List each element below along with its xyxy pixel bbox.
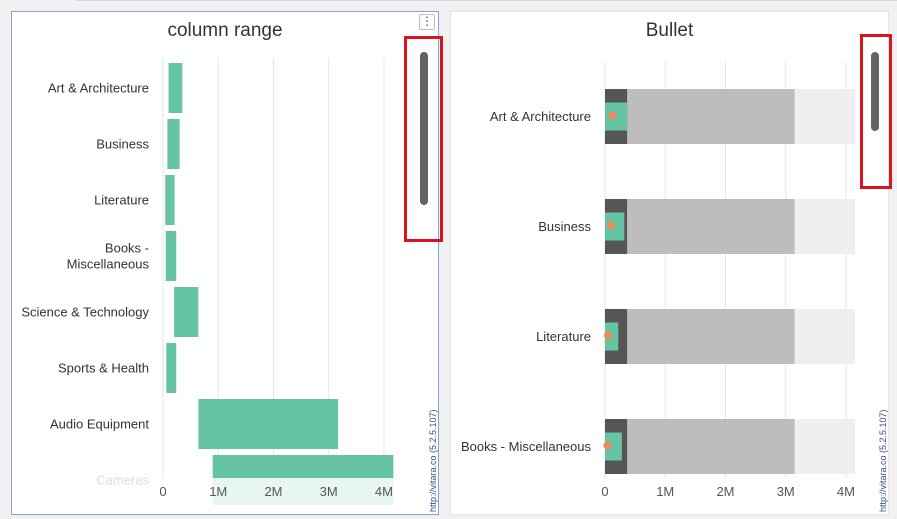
category-label: Books -Miscellaneous — [67, 241, 150, 272]
x-tick-label: 1M — [656, 484, 674, 499]
x-tick-label: 3M — [320, 484, 338, 499]
range-bar — [166, 343, 177, 393]
panel-title: column range — [167, 20, 283, 41]
x-tick-label: 1M — [209, 484, 227, 499]
bullet-target-marker — [607, 221, 616, 230]
x-tick-label: 3M — [777, 484, 795, 499]
highlight-box — [404, 36, 443, 242]
category-label: Sports & Health — [58, 361, 149, 376]
bullet-band — [794, 89, 855, 144]
category-label: Literature — [94, 193, 149, 208]
highlight-box — [860, 34, 892, 189]
bullet-target-marker — [604, 331, 613, 340]
category-label: Literature — [536, 329, 591, 344]
category-label: Cameras — [96, 473, 149, 488]
range-bar — [168, 63, 183, 113]
bullet-band — [794, 199, 855, 254]
kebab-menu-icon[interactable]: ⋮ — [419, 14, 435, 30]
range-bar — [198, 399, 339, 449]
x-tick-label: 2M — [264, 484, 282, 499]
category-label: Audio Equipment — [50, 417, 149, 432]
range-bar — [174, 287, 199, 337]
bullet-band — [627, 89, 795, 144]
bullet-target-marker — [608, 111, 617, 120]
bullet-value-bar — [605, 102, 628, 131]
range-bar — [165, 175, 175, 225]
bullet-band — [794, 309, 855, 364]
x-tick-label: 2M — [716, 484, 734, 499]
x-tick-label: 0 — [601, 484, 608, 499]
bullet-band — [627, 419, 795, 474]
range-bar — [165, 231, 177, 281]
category-label: Business — [96, 137, 149, 152]
bullet-target-marker — [603, 441, 612, 450]
scrollbar-thumb[interactable] — [871, 52, 879, 131]
bullet-value-bar — [605, 432, 622, 461]
category-label: Science & Technology — [21, 305, 149, 320]
x-tick-label: 0 — [159, 484, 166, 499]
category-label: Business — [538, 219, 591, 234]
bullet-band — [627, 199, 795, 254]
category-label: Books - Miscellaneous — [461, 439, 592, 454]
panel-title: Bullet — [645, 20, 694, 41]
axis-fade — [160, 478, 410, 508]
bullet-band — [794, 419, 855, 474]
top-divider — [76, 0, 897, 1]
scrollbar-thumb[interactable] — [420, 52, 428, 205]
x-tick-label: 4M — [837, 484, 855, 499]
bullet-band — [627, 309, 795, 364]
category-label: Art & Architecture — [48, 81, 149, 96]
range-bar — [167, 119, 180, 169]
x-tick-label: 4M — [375, 484, 393, 499]
category-label: Art & Architecture — [490, 109, 591, 124]
